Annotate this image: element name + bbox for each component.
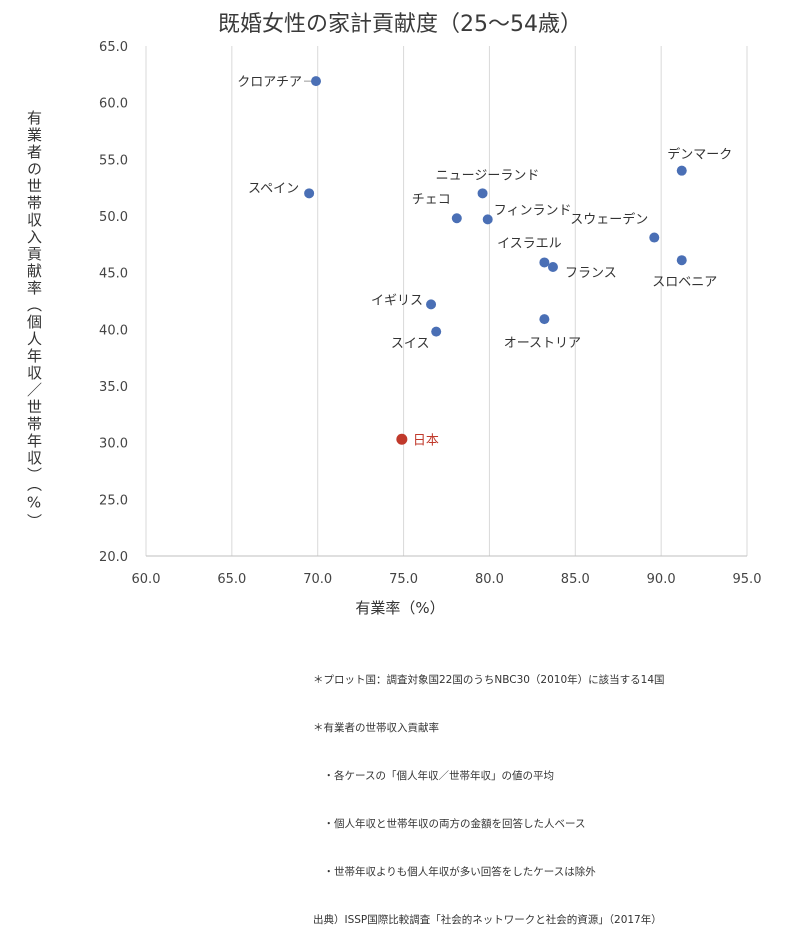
data-point <box>451 213 462 224</box>
x-tick-label: 75.0 <box>389 572 418 587</box>
data-label: フランス <box>565 266 617 281</box>
data-point <box>482 214 493 225</box>
footnote-line: ＊プロット国：調査対象国22国のうちNBC30（2010年）に該当する14国 <box>313 674 665 686</box>
y-tick-label: 20.0 <box>99 550 128 565</box>
y-tick-label: 50.0 <box>99 210 128 225</box>
data-label: フィンランド <box>494 203 572 218</box>
scatter-chart: 60.0 65.0 70.0 75.0 80.0 85.0 90.0 95.0 20.0 25.0… <box>99 40 762 587</box>
x-tick-label: 60.0 <box>132 572 161 587</box>
y-tick-label: 65.0 <box>99 40 128 55</box>
footnote-line: ・世帯年収よりも個人年収が多い回答をしたケースは除外 <box>313 866 596 878</box>
x-tick-label: 65.0 <box>217 572 246 587</box>
data-label: イスラエル <box>497 236 562 251</box>
data-point <box>676 255 687 266</box>
x-axis-label: 有業率（%） <box>355 599 445 617</box>
y-tick-label: 25.0 <box>99 493 128 508</box>
y-tick-label: 55.0 <box>99 153 128 168</box>
source-line: 出典）ISSP国際比較調査「社会的ネットワークと社会的資源」（2017年） <box>313 914 662 926</box>
data-label: スロベニア <box>652 275 717 290</box>
data-point <box>426 299 437 310</box>
data-point <box>676 165 687 176</box>
data-point <box>547 262 558 272</box>
data-point <box>310 76 321 87</box>
x-tick-label: 85.0 <box>561 572 590 587</box>
data-label: スウェーデン <box>570 212 648 228</box>
y-tick-label: 30.0 <box>99 437 128 452</box>
footnote-line: ・各ケースの「個人年収／世帯年収」の値の平均 <box>313 770 554 782</box>
x-tick-label: 80.0 <box>475 572 504 587</box>
data-point <box>539 314 550 325</box>
data-label: オーストリア <box>504 336 581 351</box>
footnote-line: ・個人年収と世帯年収の両方の金額を回答した人ベース <box>313 818 586 830</box>
y-tick-label: 40.0 <box>99 323 128 338</box>
data-label: クロアチア <box>237 75 302 90</box>
data-label: 日本 <box>413 433 439 448</box>
data-point <box>649 232 660 243</box>
footnote-line: ＊有業者の世帯収入貢献率 <box>313 722 439 734</box>
x-tick-label: 70.0 <box>303 572 332 587</box>
y-axis-label: 有業者の世帯収入貢献率（個人年収／世帯年収）（%） <box>25 110 43 531</box>
data-point <box>396 433 408 445</box>
x-tick-label: 90.0 <box>647 572 676 587</box>
x-tick-label: 95.0 <box>733 572 762 587</box>
footnotes: ＊プロット国：調査対象国22国のうちNBC30（2010年）に該当する14国 ＊… <box>313 640 665 944</box>
y-tick-label: 35.0 <box>99 380 128 395</box>
y-tick-label: 60.0 <box>99 97 128 112</box>
y-tick-label: 45.0 <box>99 267 128 282</box>
data-label: イギリス <box>371 293 423 308</box>
data-point <box>539 257 550 268</box>
data-point <box>477 188 488 199</box>
data-label: スペイン <box>248 181 299 196</box>
data-label: スイス <box>391 337 430 352</box>
chart-title: 既婚女性の家計貢献度（25～54歳） <box>218 12 582 37</box>
data-point <box>431 326 442 337</box>
data-label: ニュージーランド <box>436 168 540 183</box>
data-label: デンマーク <box>667 147 732 163</box>
data-label: チェコ <box>412 192 451 207</box>
data-point <box>304 188 315 199</box>
